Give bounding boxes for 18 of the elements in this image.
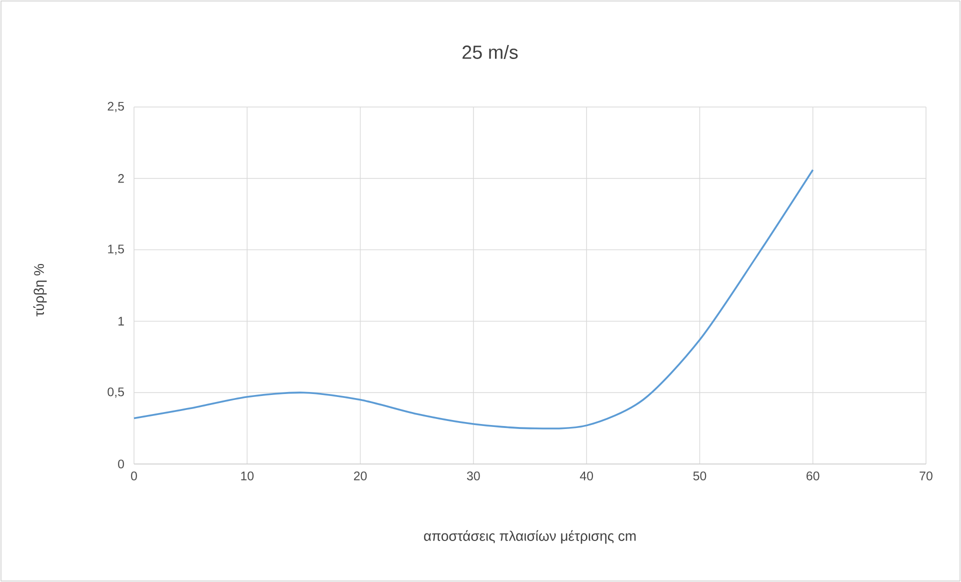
chart-title: 25 m/s	[462, 45, 518, 59]
x-axis-title: αποστάσεις πλαισίων μέτρισης cm	[424, 530, 636, 544]
y-tick-label: 0	[118, 460, 124, 468]
x-tick-label: 10	[241, 472, 254, 480]
x-tick-label: 20	[354, 472, 367, 480]
x-tick-label: 40	[580, 472, 594, 480]
x-tick-label: 30	[466, 472, 480, 480]
x-tick-label: 50	[693, 472, 706, 480]
y-tick-label: 1	[118, 316, 124, 326]
x-tick-label: 70	[920, 472, 932, 480]
y-tick-label: 2,5	[108, 102, 124, 112]
y-tick-label: 0,5	[108, 387, 124, 398]
x-tick-label: 0	[131, 472, 137, 480]
y-tick-label: 1,5	[108, 244, 124, 255]
y-axis-title: τύρβη %	[33, 264, 47, 316]
y-tick-label: 2	[118, 174, 124, 183]
x-tick-label: 60	[806, 472, 820, 480]
line-series	[133, 168, 814, 430]
